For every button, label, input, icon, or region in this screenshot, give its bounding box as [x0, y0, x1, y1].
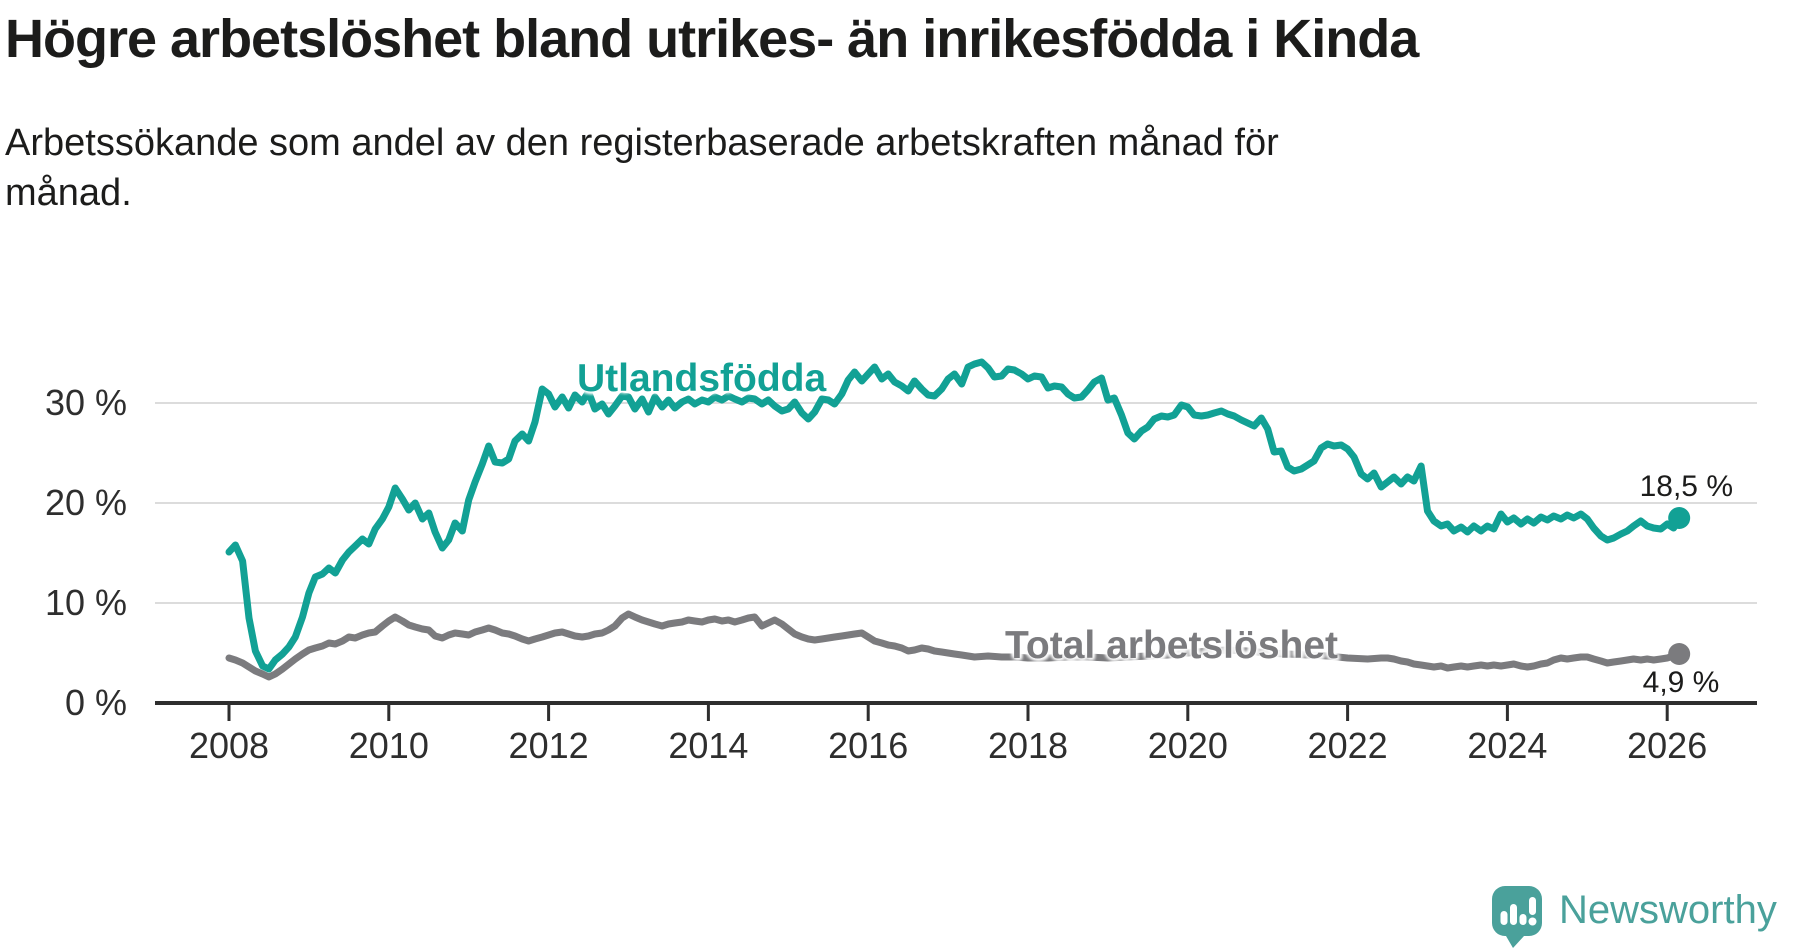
x-axis-label-2016: 2016 — [828, 725, 908, 766]
x-axis-label-2014: 2014 — [668, 725, 748, 766]
x-axis-label-2026: 2026 — [1627, 725, 1707, 766]
subtitle: Arbetssökande som andel av den registerb… — [5, 118, 1705, 218]
end-value-label-utlandsfodda: 18,5 % — [1639, 470, 1733, 503]
y-axis-label-30: 30 % — [45, 382, 127, 423]
end-dot-total-arbetsl-shet — [1668, 643, 1691, 665]
newsworthy-logo-icon — [1492, 886, 1542, 948]
x-axis-label-2022: 2022 — [1308, 725, 1388, 766]
series-label-utlandsfodda: Utlandsfödda — [577, 357, 827, 400]
series-line-utlandsf-dda — [225, 358, 1683, 673]
x-axis-label-2010: 2010 — [349, 725, 429, 766]
series-label-total-arbetsloshet: Total arbetslöshet — [1005, 624, 1339, 667]
end-value-label-total: 4,9 % — [1642, 666, 1720, 699]
y-axis-label-10: 10 % — [45, 582, 127, 623]
subtitle-line-2: månad. — [5, 172, 132, 214]
y-axis-label-20: 20 % — [45, 482, 127, 523]
x-axis-label-2024: 2024 — [1467, 725, 1547, 766]
page-title: Högre arbetslöshet bland utrikes- än inr… — [5, 9, 1419, 69]
x-axis-label-2008: 2008 — [189, 725, 269, 766]
subtitle-line-1: Arbetssökande som andel av den registerb… — [5, 122, 1279, 164]
x-axis-label-2020: 2020 — [1148, 725, 1228, 766]
y-axis-label-0: 0 % — [65, 682, 127, 723]
newsworthy-logo-text: Newsworthy — [1559, 888, 1777, 932]
series-line-total-arbetsl-shet — [225, 610, 1683, 681]
x-axis-label-2018: 2018 — [988, 725, 1068, 766]
end-dot-utlandsf-dda — [1668, 507, 1691, 529]
newsworthy-logo: Newsworthy — [1492, 886, 1777, 948]
x-axis-label-2012: 2012 — [509, 725, 589, 766]
